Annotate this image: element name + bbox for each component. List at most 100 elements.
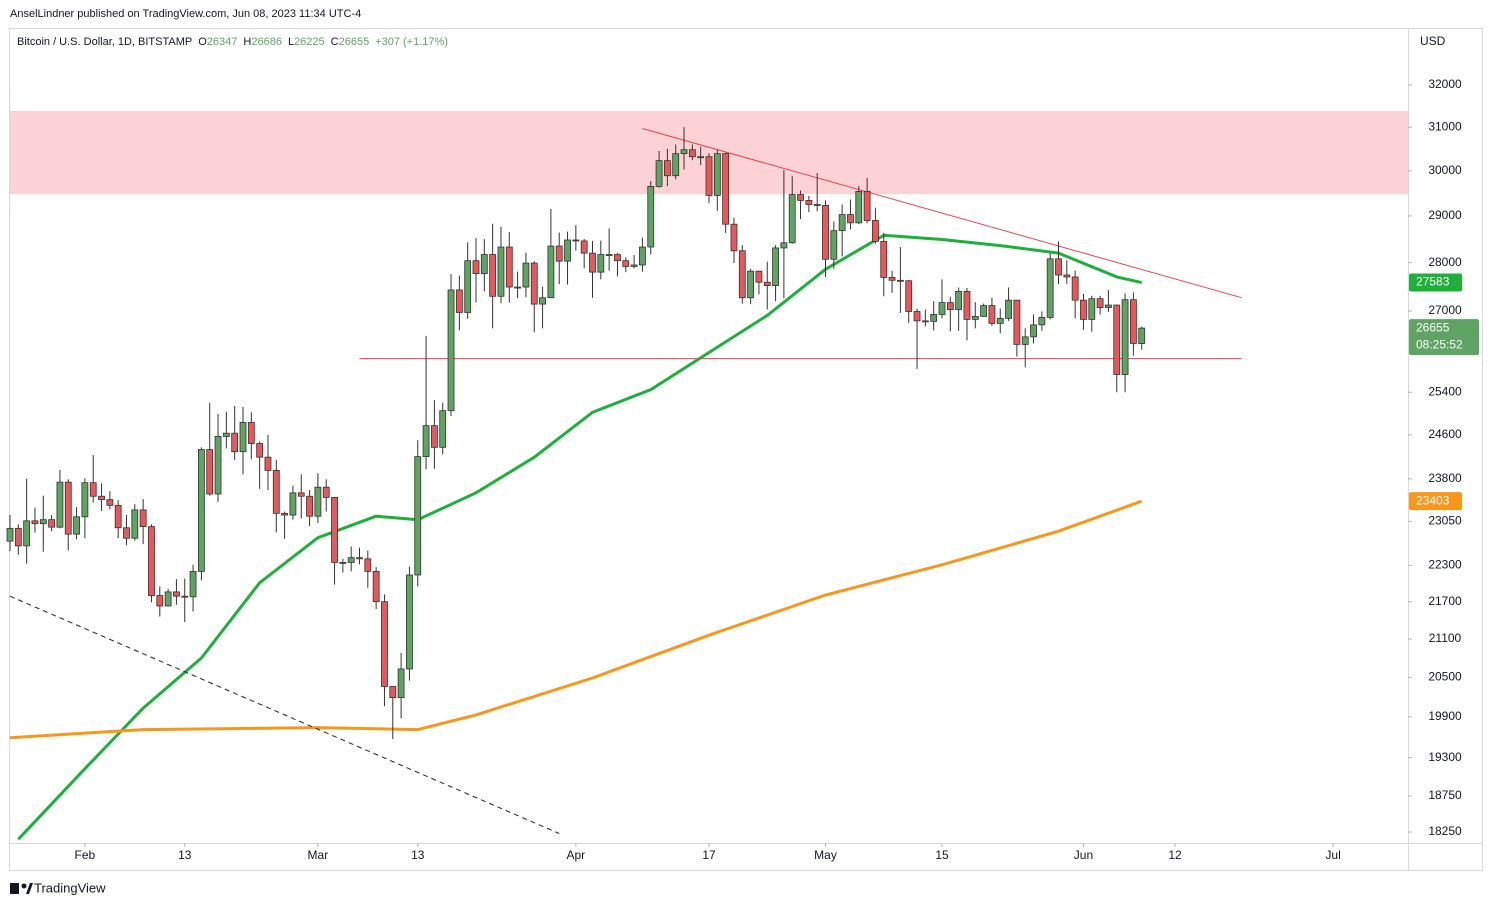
candle <box>106 491 114 510</box>
x-tick-label: Jun <box>1074 848 1093 862</box>
candle <box>39 495 47 552</box>
candle <box>156 586 164 617</box>
x-tick-label: May <box>814 848 837 862</box>
candle <box>913 308 921 369</box>
price-label: 26655 <box>1416 320 1450 334</box>
candle <box>189 564 197 612</box>
candle <box>863 177 871 224</box>
candle-body <box>797 194 804 201</box>
candle-body <box>455 289 463 313</box>
candle-body <box>439 410 447 448</box>
candle <box>1105 289 1112 312</box>
candle-body <box>639 246 646 266</box>
candle-body <box>755 270 763 283</box>
candle <box>447 274 455 417</box>
brand: TradingView <box>34 880 106 895</box>
candle <box>763 261 771 310</box>
y-tick-label: 24600 <box>1428 427 1462 441</box>
candle-body <box>605 254 613 256</box>
line <box>9 595 560 834</box>
candle-body <box>256 443 264 458</box>
x-tick-label: Mar <box>308 848 329 862</box>
currency: USD <box>1420 34 1446 48</box>
candle-body <box>788 194 796 244</box>
candle <box>589 240 596 298</box>
candle-body <box>813 204 821 206</box>
candle <box>31 507 39 533</box>
candle <box>339 558 347 573</box>
candle-body <box>197 449 205 572</box>
candle-body <box>347 557 355 563</box>
candle-body <box>896 279 904 282</box>
x-tick-label: Jul <box>1325 848 1340 862</box>
candle-body <box>89 482 97 497</box>
price-label-box <box>1409 319 1479 356</box>
candle <box>73 507 80 540</box>
y-tick-label: 21100 <box>1429 631 1462 645</box>
candle-body <box>855 190 863 224</box>
candle <box>314 473 322 524</box>
publisher: AnselLindner published on TradingView.co… <box>10 8 361 20</box>
y-tick-label: 22300 <box>1428 558 1462 572</box>
countdown: 08:25:52 <box>1416 337 1463 351</box>
candle-body <box>48 519 56 528</box>
candle-body <box>988 305 996 324</box>
candle-body <box>913 311 921 322</box>
candle-body <box>389 686 397 699</box>
candle <box>6 515 14 552</box>
candle-body <box>214 436 222 495</box>
candle <box>838 204 846 257</box>
candle <box>464 242 472 319</box>
candle <box>905 279 913 323</box>
candle <box>813 173 821 212</box>
candle-body <box>614 254 621 262</box>
candle <box>1030 314 1037 344</box>
candle-body <box>1105 304 1112 308</box>
candle-body <box>98 495 105 501</box>
candle <box>896 247 904 313</box>
candle <box>564 231 571 285</box>
candle <box>663 148 671 186</box>
candle-body <box>114 504 122 529</box>
candle-body <box>780 242 788 249</box>
candle-body <box>955 291 963 310</box>
candle-body <box>738 250 746 299</box>
candle-body <box>763 281 771 287</box>
candle <box>123 515 130 546</box>
candle <box>23 478 31 564</box>
candle <box>148 524 155 603</box>
y-tick-label: 19900 <box>1428 709 1462 723</box>
y-tick-label: 18750 <box>1428 788 1462 802</box>
candle <box>996 308 1004 334</box>
candle-body <box>422 425 430 458</box>
candle <box>197 447 205 581</box>
candle-body <box>680 149 688 155</box>
candle-body <box>647 186 655 248</box>
candle <box>56 469 64 529</box>
y-tick-label: 23050 <box>1428 514 1462 528</box>
candle <box>206 402 214 496</box>
candle <box>572 225 580 251</box>
price-label-box <box>1409 273 1462 292</box>
candle-body <box>364 558 372 572</box>
candle <box>214 413 222 502</box>
symbol-line: Bitcoin / U.S. Dollar, 1D, BITSTAMP O2634… <box>17 36 448 48</box>
candle <box>239 406 247 475</box>
candle-body <box>206 449 214 495</box>
candle-body <box>123 527 130 539</box>
candle <box>971 302 979 329</box>
x-tick-label: Apr <box>567 848 586 862</box>
ohlc-value: 26686 <box>251 36 282 48</box>
candle <box>1021 328 1029 368</box>
candle <box>1129 292 1137 356</box>
candle <box>780 169 788 299</box>
candle-body <box>564 239 571 262</box>
candle-body <box>489 254 497 297</box>
candle-body <box>1030 324 1037 338</box>
candle <box>131 504 139 541</box>
candle-body <box>356 557 363 560</box>
candle <box>655 151 663 188</box>
candle-body <box>222 432 230 437</box>
candle <box>1055 241 1062 285</box>
candle-body <box>231 432 239 453</box>
